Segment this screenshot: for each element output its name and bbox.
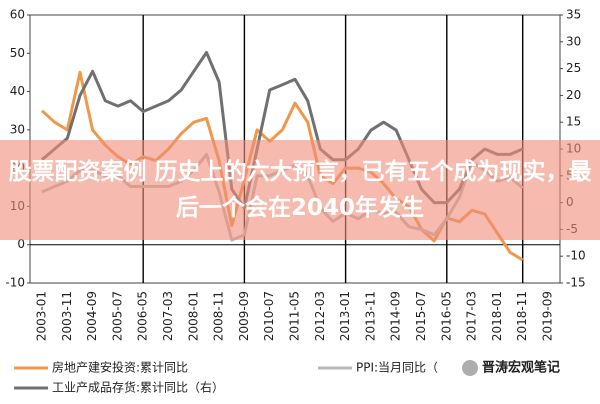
x-tick-label: 2008-01 [186,291,200,341]
x-tick-label: 2016-05 [439,291,453,341]
y-tick-label: 60 [10,8,25,22]
watermark: 晋涛宏观笔记 [482,360,560,376]
legend-label: PPI:当月同比（ [356,361,438,375]
x-tick-label: 2004-09 [85,291,99,341]
x-tick-label: 2019-09 [541,291,555,341]
y2-tick-label: 35 [566,8,581,22]
y2-tick-label: 30 [566,34,581,48]
y-tick-label: -10 [5,276,25,290]
x-tick-label: 2008-11 [212,291,226,341]
x-tick-label: 2012-03 [313,291,327,341]
x-tick-label: 2011-05 [288,291,302,341]
y2-tick-label: -10 [566,249,586,263]
headline: 股票配资案例 历史上的六大预言，已有五个成为现实，最后一个会在2040年发生 [8,159,592,221]
legend-label: 房地产建安投资:累计同比 [52,360,188,375]
x-tick-label: 2006-05 [136,291,150,341]
banner: 股票配资案例 历史上的六大预言，已有五个成为现实，最后一个会在2040年发生 [0,140,600,240]
y2-tick-label: 15 [566,115,581,129]
y-tick-label: 0 [17,237,25,251]
x-tick-label: 2003-11 [60,291,74,341]
y2-tick-label: 25 [566,61,581,75]
y-tick-label: 50 [10,46,25,60]
x-tick-label: 2013-11 [363,291,377,341]
x-tick-label: 2007-03 [161,291,175,341]
legend-label: 工业产成品存货:累计同比（右） [52,380,224,395]
x-tick-label: 2014-09 [389,291,403,341]
y2-tick-label: 20 [566,88,581,102]
x-tick-label: 2005-07 [110,291,124,341]
x-tick-label: 2010-07 [262,291,276,341]
x-tick-label: 2003-01 [35,291,49,341]
y2-tick-label: -15 [566,276,586,290]
x-tick-label: 2009-09 [237,291,251,341]
y-tick-label: 40 [10,84,25,98]
x-tick-label: 2017-03 [465,291,479,341]
x-tick-label: 2018-01 [490,291,504,341]
y-tick-label: 30 [10,122,25,136]
x-tick-label: 2015-07 [414,291,428,341]
x-tick-label: 2018-11 [515,291,529,341]
watermark-icon [462,360,478,376]
x-tick-label: 2013-01 [338,291,352,341]
